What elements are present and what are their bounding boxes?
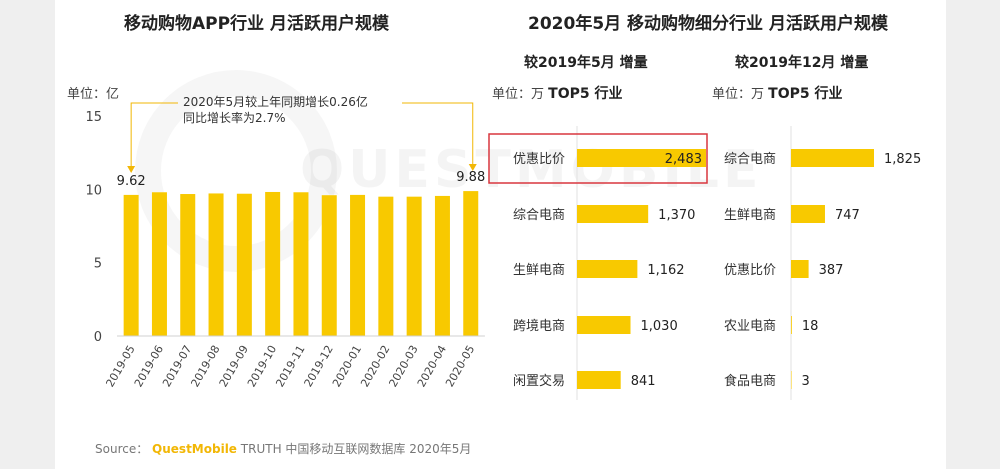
bar-2019-12 [321, 195, 337, 336]
bar-闲置交易 [577, 371, 621, 389]
unit-prefix: 单位：万 [492, 87, 545, 102]
value-label: 18 [802, 319, 819, 334]
data-label: 9.62 [117, 174, 146, 189]
left-margin [0, 0, 55, 469]
value-label: 1,370 [658, 208, 695, 223]
category-label: 优惠比价 [724, 263, 776, 278]
source-note: Source： QuestMobile TRUTH 中国移动互联网数据库 202… [95, 440, 471, 457]
bar-跨境电商 [577, 316, 631, 334]
bar-2019-09 [236, 193, 252, 336]
unit-label-left-panel: 单位：万 TOP5 行业 [492, 83, 622, 103]
increment-vs-2019-05-chart: 优惠比价 2,483 综合电商 1,370 生鲜电商 1,162 跨境电商 1,030 闲置交易… [488, 126, 708, 400]
bar-2019-07 [180, 194, 196, 336]
category-label: 跨境电商 [513, 319, 565, 334]
annotation-left-connector [130, 102, 178, 170]
top5-label: TOP5 行业 [548, 86, 623, 102]
unit-prefix: 单位：万 [712, 87, 765, 102]
annotation-right-connector [402, 102, 474, 168]
bar-优惠比价 [577, 149, 706, 167]
bar-综合电商 [791, 149, 874, 167]
bar-2020-03 [406, 196, 422, 336]
bar-2019-08 [208, 193, 224, 336]
right-margin [946, 0, 1000, 469]
increment-vs-2019-12-chart: 综合电商 1,825 生鲜电商 747 优惠比价 387 农业电商 18 食品电商 3 [724, 126, 921, 400]
category-label: 生鲜电商 [724, 208, 776, 223]
category-label: 综合电商 [513, 208, 565, 223]
highlight-box [488, 133, 708, 184]
value-label: 2,483 [665, 152, 702, 167]
unit-label-right-panel: 单位：万 TOP5 行业 [712, 83, 842, 103]
bar-优惠比价 [791, 260, 809, 278]
left-chart-title: 移动购物APP行业 月活跃用户规模 [124, 14, 389, 34]
category-label: 优惠比价 [513, 152, 565, 167]
left-chart-unit: 单位：亿 [67, 87, 120, 102]
right-chart-title: 2020年5月 移动购物细分行业 月活跃用户规模 [528, 14, 888, 34]
category-label: 食品电商 [724, 373, 776, 389]
data-label: 9.88 [456, 170, 485, 185]
bar-2020-05 [463, 191, 479, 336]
bar-食品电商 [791, 371, 792, 389]
sub-title-vs-2019-05: 较2019年5月 增量 [524, 55, 648, 71]
yoy-annotation: 2020年5月较上年同期增长0.26亿 同比增长率为2.7% [127, 94, 477, 173]
y-tick-label: 15 [85, 110, 102, 125]
bar-生鲜电商 [577, 260, 638, 278]
bar-综合电商 [577, 205, 649, 223]
bar-2019-06 [151, 192, 167, 336]
y-tick-label: 0 [94, 330, 102, 345]
annotation-arrow-head [468, 164, 477, 171]
value-label: 387 [819, 263, 844, 278]
slide-canvas [55, 0, 946, 469]
y-tick-label: 10 [85, 183, 102, 198]
category-label: 生鲜电商 [513, 263, 565, 278]
source-brand: QuestMobile [152, 442, 237, 456]
value-label: 1,030 [641, 319, 678, 334]
value-label: 841 [631, 374, 656, 389]
value-label: 1,825 [884, 152, 921, 167]
bar-2020-04 [434, 195, 450, 336]
value-label: 1,162 [647, 263, 684, 278]
bar-2020-01 [350, 194, 366, 336]
sub-title-vs-2019-12: 较2019年12月 增量 [735, 55, 869, 71]
source-label: Source： [95, 442, 149, 456]
top5-label: TOP5 行业 [768, 86, 843, 102]
source-text: TRUTH 中国移动互联网数据库 2020年5月 [240, 442, 472, 456]
monthly-mau-bar-chart: 0510152019-052019-062019-072019-082019-0… [85, 110, 485, 389]
bar-生鲜电商 [791, 205, 825, 223]
category-label: 农业电商 [724, 319, 776, 334]
bar-2019-10 [265, 191, 281, 336]
annotation-line-2: 同比增长率为2.7% [183, 110, 286, 125]
annotation-arrow-head [127, 166, 136, 173]
category-label: 闲置交易 [513, 373, 565, 389]
bar-2019-11 [293, 192, 309, 336]
category-label: 综合电商 [724, 152, 776, 167]
value-label: 747 [835, 208, 860, 223]
bar-2019-05 [123, 194, 139, 336]
annotation-line-1: 2020年5月较上年同期增长0.26亿 [183, 94, 368, 109]
bar-农业电商 [791, 316, 792, 334]
bar-2020-02 [378, 196, 394, 336]
y-tick-label: 5 [94, 257, 102, 272]
value-label: 3 [802, 374, 810, 389]
